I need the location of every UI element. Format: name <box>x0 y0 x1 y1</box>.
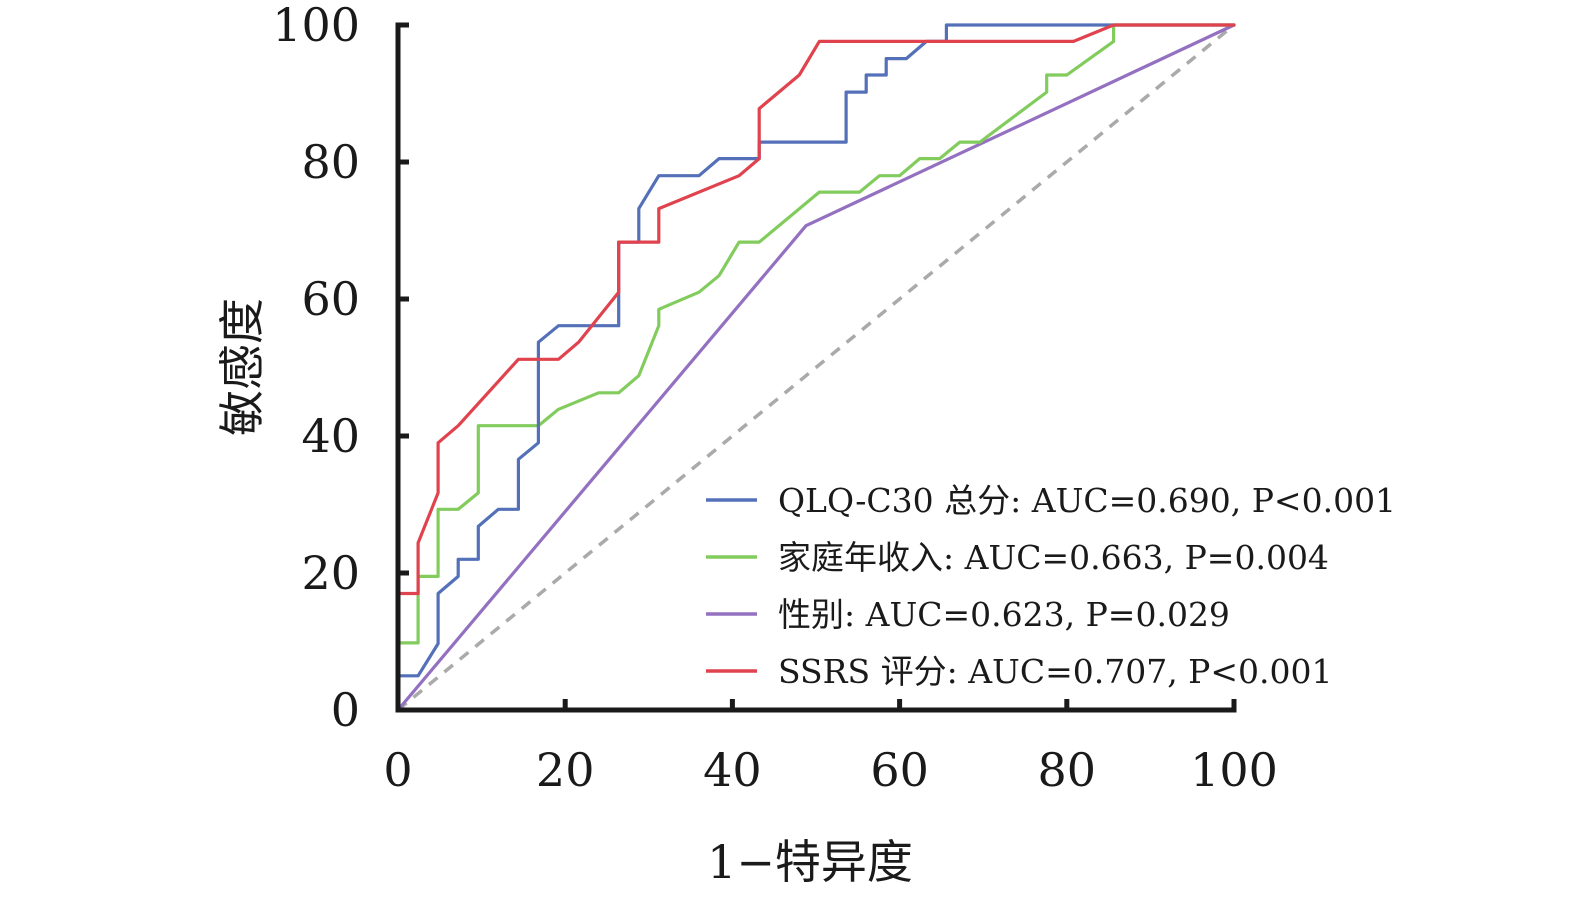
x-tick-label-4: 80 <box>1038 743 1097 797</box>
y-tick-label-3: 60 <box>301 272 360 326</box>
x-tick-label-2: 40 <box>703 743 762 797</box>
series-line-2 <box>396 23 1236 712</box>
y-tick-label-0: 0 <box>331 683 360 737</box>
reference-diagonal-line <box>396 23 1236 712</box>
y-tick-label-1: 20 <box>301 546 360 600</box>
reference-layer <box>396 23 1236 712</box>
legend-item-0: QLQ-C30 总分: AUC=0.690, P<0.001 <box>706 481 1396 520</box>
y-tick-label-4: 80 <box>301 135 360 189</box>
legend-stats-1: AUC=0.663, P=0.004 <box>964 538 1329 577</box>
series-line-3 <box>396 23 1236 712</box>
legend-label-2: 性别: AUC=0.623, P=0.029 <box>778 595 1230 634</box>
legend-stats-3: AUC=0.707, P<0.001 <box>967 652 1332 691</box>
legend-label-3: SSRS 评分: AUC=0.707, P<0.001 <box>778 652 1333 691</box>
x-axis-title: 1−特异度 <box>707 835 913 889</box>
legend-stats-0: AUC=0.690, P<0.001 <box>1031 481 1396 520</box>
legend: QLQ-C30 总分: AUC=0.690, P<0.001 家庭年收入: AUC… <box>706 481 1396 691</box>
x-tick-label-0: 0 <box>383 743 412 797</box>
y-axis-title: 敏感度 <box>215 298 269 436</box>
x-tick-label-5: 100 <box>1190 743 1278 797</box>
series-line-1 <box>396 23 1236 712</box>
x-tick-label-1: 20 <box>536 743 595 797</box>
legend-item-3: SSRS 评分: AUC=0.707, P<0.001 <box>706 652 1333 691</box>
series-layer <box>396 23 1236 712</box>
legend-series-name-0: QLQ-C30 总分: <box>778 481 1032 520</box>
y-tick-label-2: 40 <box>301 409 360 463</box>
legend-label-1: 家庭年收入: AUC=0.663, P=0.004 <box>778 538 1329 577</box>
legend-stats-2: AUC=0.623, P=0.029 <box>865 595 1230 634</box>
legend-series-name-1: 家庭年收入: <box>778 538 965 577</box>
legend-item-2: 性别: AUC=0.623, P=0.029 <box>706 595 1230 634</box>
axes-layer <box>395 22 1237 713</box>
legend-label-0: QLQ-C30 总分: AUC=0.690, P<0.001 <box>778 481 1396 520</box>
legend-item-1: 家庭年收入: AUC=0.663, P=0.004 <box>706 538 1329 577</box>
ticks-layer: 0 20 40 60 80 100 0 20 40 60 80 100 <box>272 0 1278 797</box>
y-tick-label-5: 100 <box>272 0 360 52</box>
x-tick-label-3: 60 <box>870 743 929 797</box>
legend-series-name-2: 性别: <box>778 595 866 634</box>
legend-series-name-3: SSRS 评分: <box>778 652 968 691</box>
